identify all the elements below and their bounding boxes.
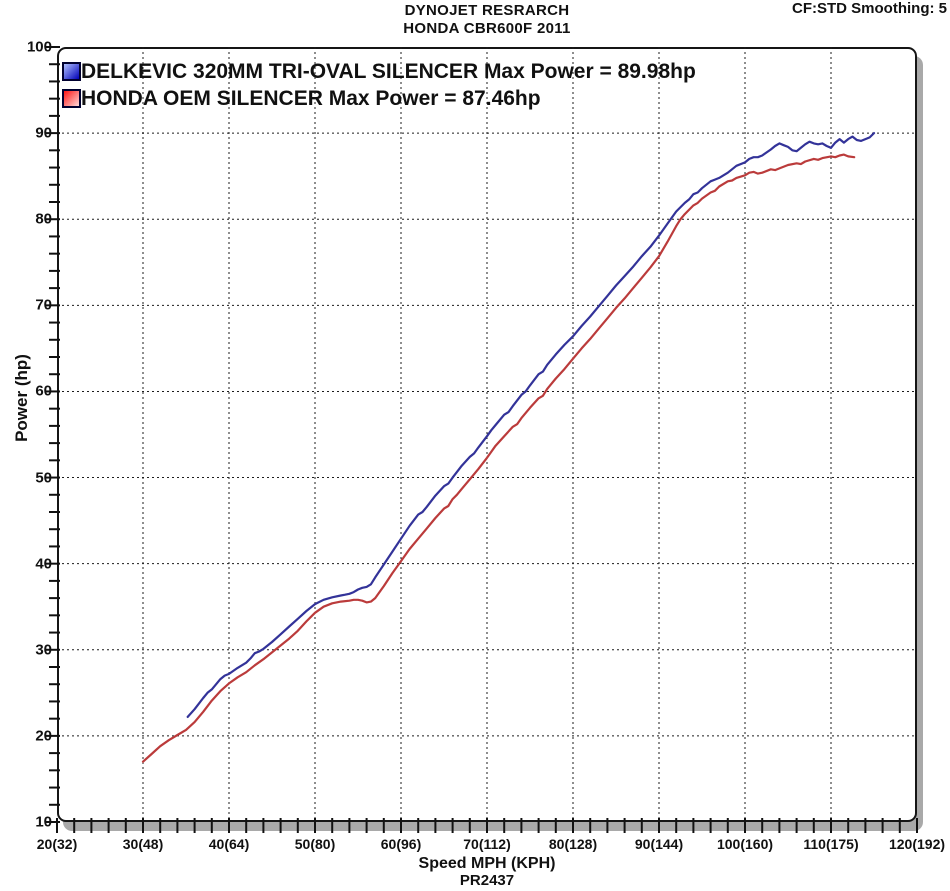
y-tick-label: 100 [26,38,52,56]
y-tick-label: 10 [35,813,52,831]
x-tick-label: 20(32) [36,836,78,852]
chart-subtitle: HONDA CBR600F 2011 [403,20,571,37]
x-tick-label: 60(96) [380,836,422,852]
legend-label-honda-oem: HONDA OEM SILENCER Max Power = 87.46hp [81,86,541,110]
chart-title: DYNOJET RESRARCH [404,2,570,19]
power-curve-honda-oem [141,153,856,763]
honda-oem-series-swatch-icon [62,89,81,108]
legend-row-honda-oem: HONDA OEM SILENCER Max Power = 87.46hp [62,85,696,112]
x-axis-label: Speed MPH (KPH) [418,855,556,872]
x-tick-label: 120(192) [888,836,946,852]
y-tick-label: 30 [35,641,52,659]
x-tick-label: 90(144) [634,836,684,852]
delkevic-series-swatch-icon [62,62,81,81]
x-tick-label: 50(80) [294,836,336,852]
x-tick-label: 40(64) [208,836,250,852]
y-tick-label: 40 [35,555,52,573]
legend: DELKEVIC 320MM TRI-OVAL SILENCER Max Pow… [62,58,696,112]
legend-label-delkevic: DELKEVIC 320MM TRI-OVAL SILENCER Max Pow… [81,59,696,83]
legend-row-delkevic: DELKEVIC 320MM TRI-OVAL SILENCER Max Pow… [62,58,696,85]
x-tick-label: 100(160) [716,836,774,852]
x-tick-label: 80(128) [548,836,598,852]
x-tick-label: 30(48) [122,836,164,852]
y-tick-label: 50 [35,469,52,487]
power-curve-delkevic [186,131,876,719]
plot-run-number: PR2437 [459,872,515,889]
x-tick-label: 110(175) [803,836,859,852]
plot-area [45,46,918,833]
y-tick-label: 20 [35,727,52,745]
y-tick-label: 80 [35,210,52,228]
correction-smoothing-info: CF:STD Smoothing: 5 [792,0,947,17]
y-tick-label: 90 [35,124,52,142]
x-tick-label: 70(112) [463,836,511,852]
y-tick-label: 70 [35,296,52,314]
y-tick-label: 60 [35,382,52,400]
